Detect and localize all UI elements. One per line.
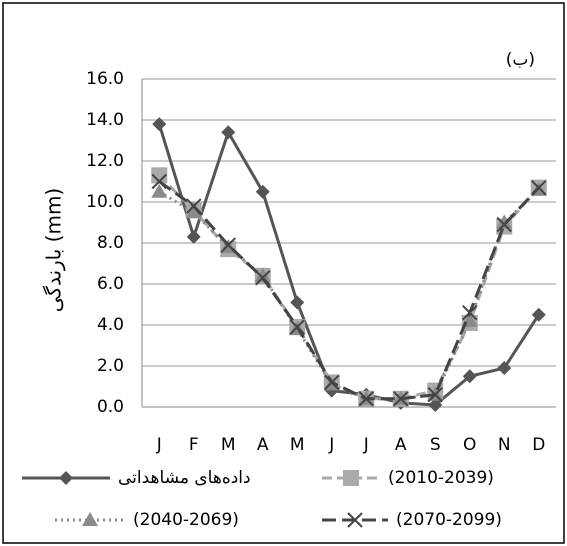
- marker: [220, 237, 236, 253]
- y-tick-label: 12.0: [86, 151, 124, 171]
- marker: [290, 295, 305, 310]
- y-tick-label: 2.0: [97, 356, 124, 376]
- marker: [427, 386, 443, 403]
- marker: [186, 198, 202, 214]
- marker: [428, 397, 443, 412]
- marker: [496, 216, 512, 233]
- y-tick-label: 6.0: [97, 274, 124, 294]
- marker: [531, 179, 547, 196]
- marker: [254, 267, 271, 282]
- x-tick-label: F: [189, 435, 199, 455]
- marker: [152, 117, 167, 132]
- marker: [255, 270, 271, 286]
- marker: [186, 229, 201, 244]
- chart-title: (ب): [506, 50, 535, 70]
- marker: [462, 304, 478, 321]
- y-axis-label: بارندگی (mm): [42, 188, 66, 313]
- marker: [151, 183, 168, 198]
- marker: [221, 125, 236, 140]
- legend-label: (2070-2099): [396, 510, 502, 530]
- y-tick-label: 10.0: [86, 192, 124, 212]
- marker: [151, 173, 167, 190]
- x-tick-label: D: [532, 435, 545, 455]
- marker: [255, 184, 270, 199]
- legend-label: (2010-2039): [388, 468, 494, 488]
- marker: [496, 214, 513, 229]
- series-line: [158, 188, 540, 401]
- y-tick-label: 0.0: [97, 397, 124, 417]
- y-tick-label: 14.0: [86, 110, 124, 130]
- marker: [358, 391, 374, 407]
- legend-label: داده‌های مشاهداتی: [118, 468, 251, 488]
- series-line: [157, 123, 541, 407]
- marker: [347, 512, 363, 528]
- x-tick-label: M: [290, 435, 305, 455]
- x-tick-label: M: [221, 435, 236, 455]
- x-tick-label: J: [328, 435, 334, 455]
- marker: [531, 307, 546, 322]
- marker: [324, 374, 340, 391]
- marker: [185, 204, 202, 219]
- x-tick-label: S: [430, 435, 441, 455]
- x-tick-label: N: [498, 435, 511, 455]
- marker: [151, 167, 168, 184]
- x-tick-label: J: [156, 435, 162, 455]
- marker: [393, 391, 409, 407]
- marker: [289, 319, 305, 335]
- x-tick-label: A: [395, 435, 407, 455]
- marker: [497, 361, 512, 376]
- marker: [82, 512, 98, 526]
- x-tick-label: J: [363, 435, 369, 455]
- marker: [462, 369, 477, 384]
- y-tick-label: 16.0: [86, 69, 124, 89]
- y-tick-label: 8.0: [97, 233, 124, 253]
- legend-label: (2040-2069): [133, 510, 239, 530]
- marker: [343, 470, 359, 486]
- x-tick-label: A: [257, 435, 269, 455]
- x-tick-label: O: [463, 435, 476, 455]
- marker: [59, 471, 73, 485]
- y-tick-label: 4.0: [97, 315, 124, 335]
